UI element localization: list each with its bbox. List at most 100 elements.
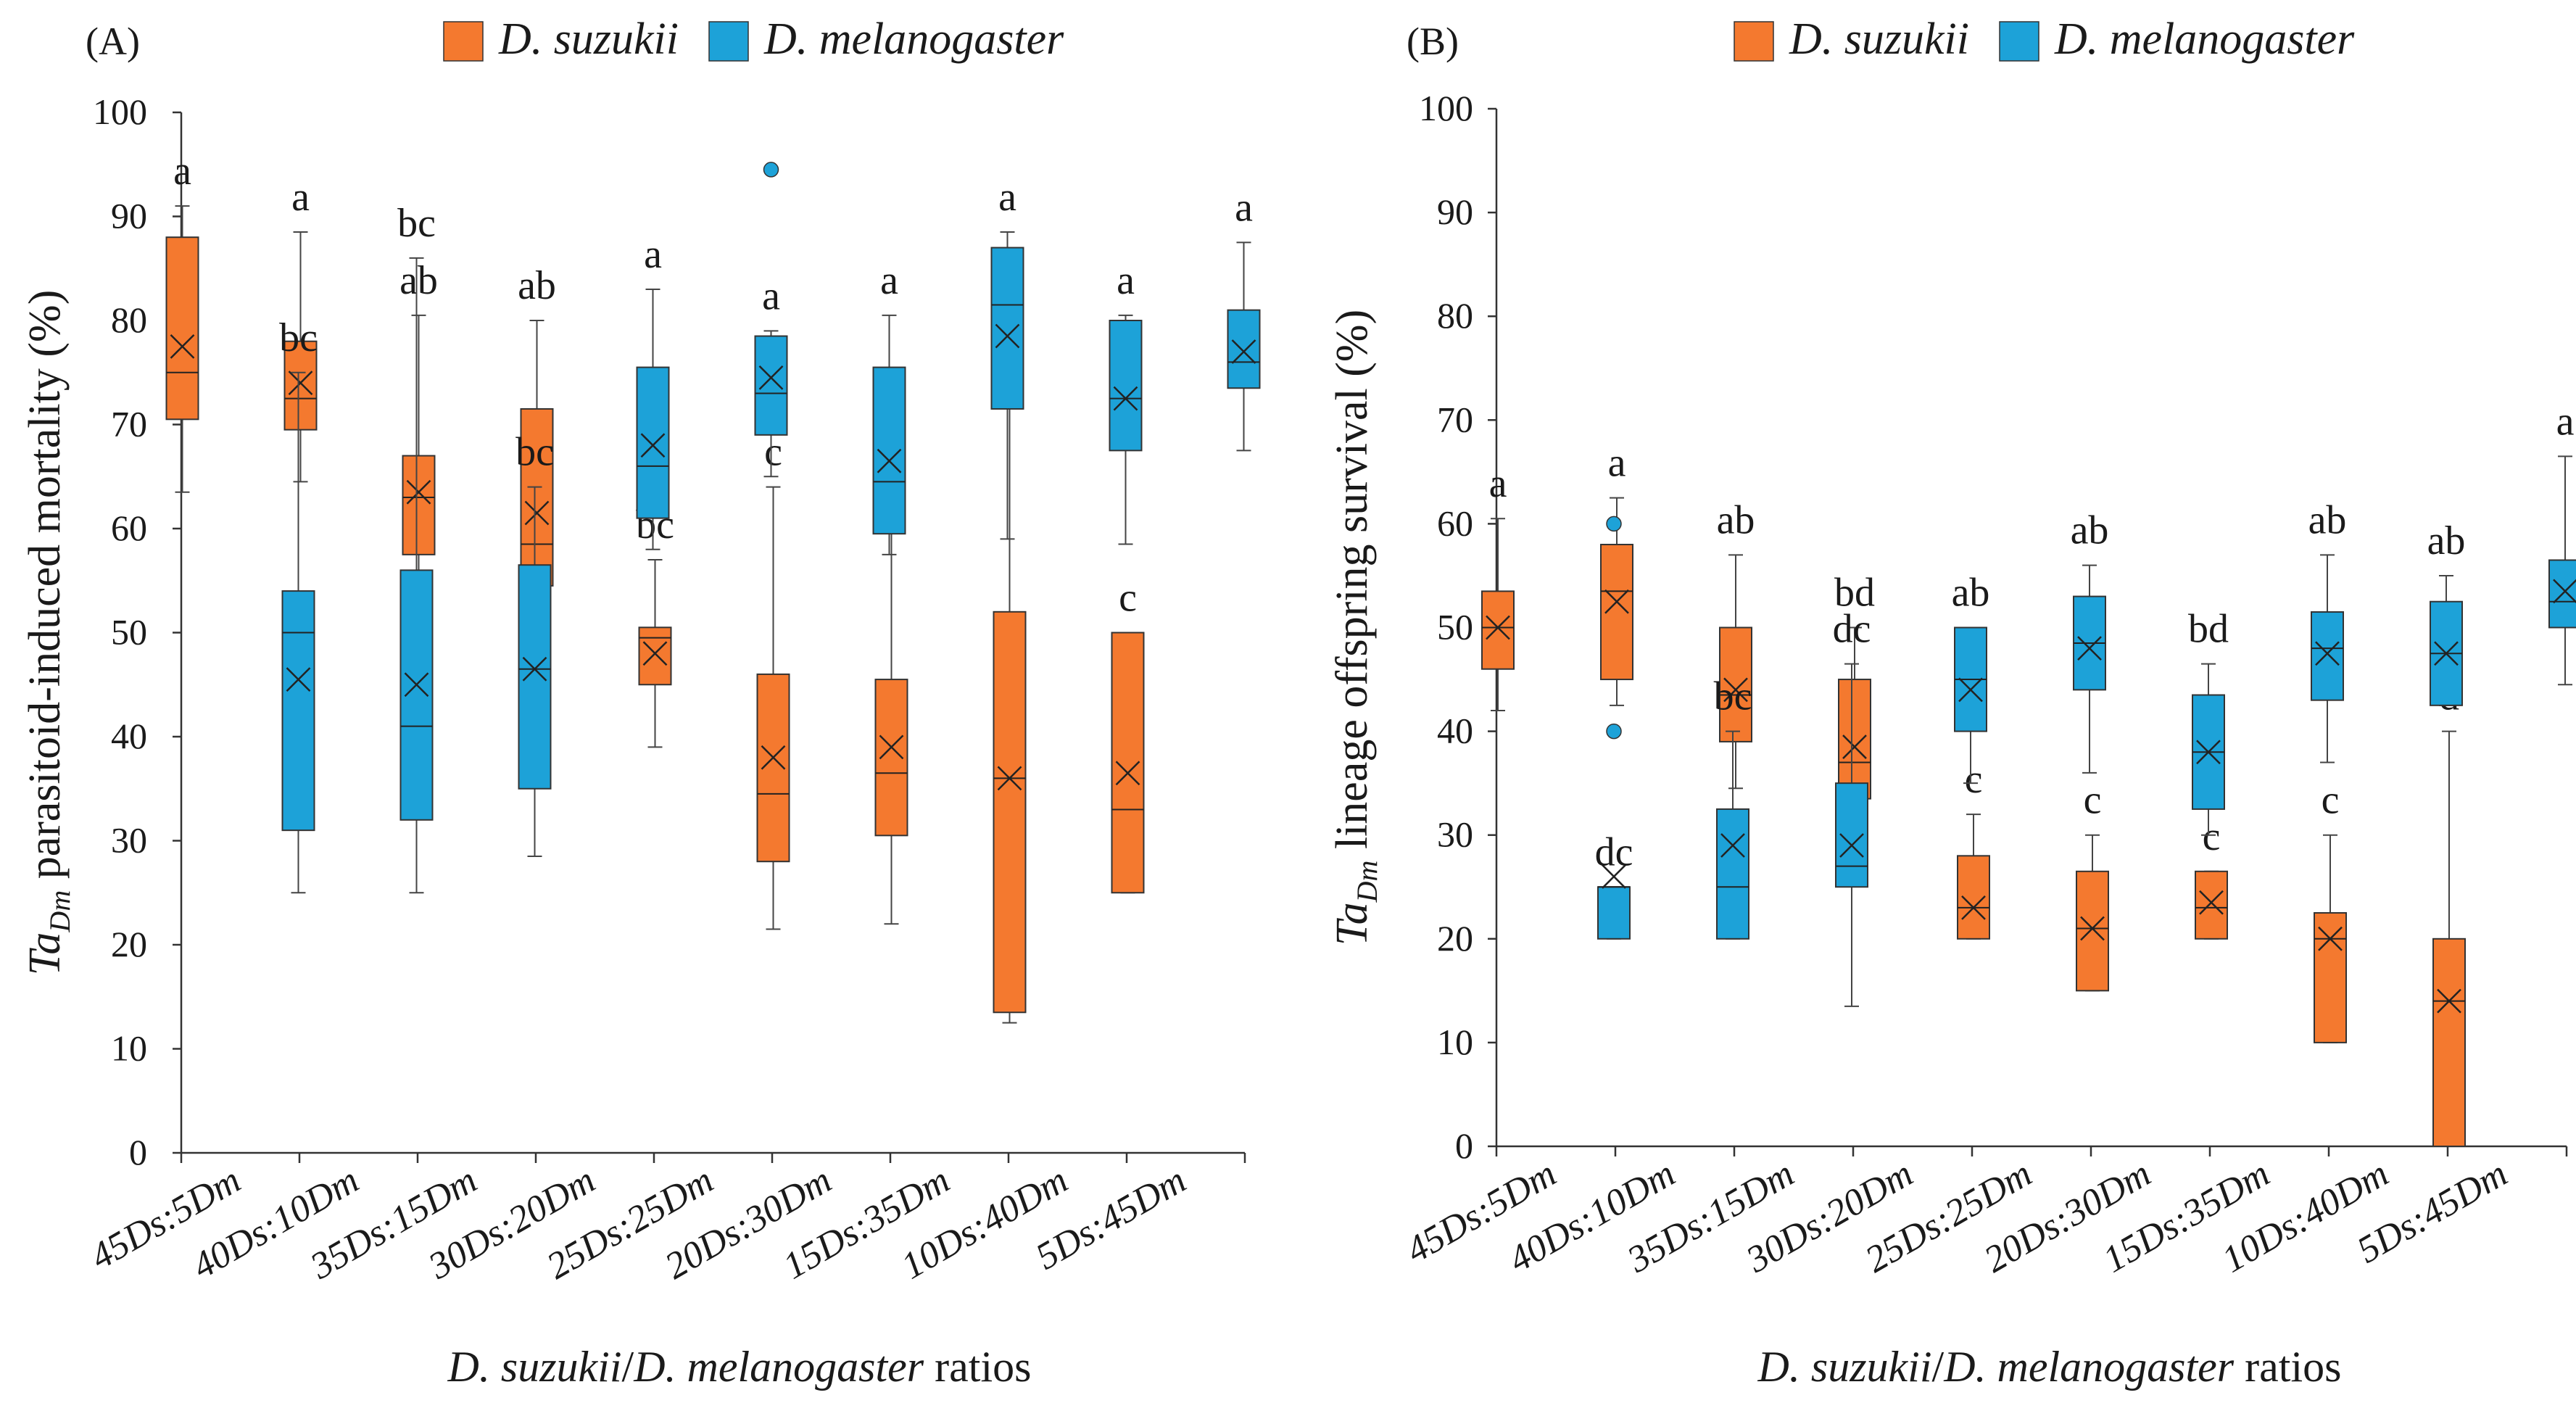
significance-letter: dc [1595,829,1633,874]
significance-letter: bd [1834,571,1875,616]
box-25Ds:25Dm: a [754,162,788,478]
mean-marker [1602,864,1626,889]
box-45Ds:5Dm: a [1481,461,1515,711]
mean-marker [758,365,784,390]
mean-marker [877,448,902,473]
box-20Ds:30Dm: bd [2188,607,2229,836]
box-iqr [402,455,436,555]
mean-marker [642,641,668,666]
box-20Ds:30Dm: c [2076,778,2109,992]
box-iqr [990,247,1024,410]
mean-marker [2318,926,2343,951]
series-d-melanogaster: dc bc dc ab ab bd ab ab a [1595,399,2576,1007]
significance-letter: bc [279,315,318,360]
box-5Ds:45Dm: c [1111,576,1145,894]
box-iqr [281,590,315,832]
mean-marker [1961,895,1986,920]
mean-marker [1958,677,1983,703]
box-iqr [2548,559,2576,629]
y-tick-label: 30 [111,820,147,861]
significance-letter: a [880,258,898,303]
box-40Ds:10Dm: bc [397,201,436,894]
box-35Ds:15Dm: dc [1833,607,1871,1007]
box-iqr [1719,626,1752,742]
significance-letter: a [291,175,310,220]
mean-marker [2553,579,2576,604]
y-axis-title: TaDm parasitoid-induced mortality (%) [20,290,76,976]
significance-letter: ab [1717,497,1755,542]
mean-marker [1486,615,1510,640]
box-45Ds:5Dm: bc [279,315,318,894]
box-iqr [283,340,318,431]
box-40Ds:10Dm: a [283,175,318,483]
significance-letter: a [998,175,1016,220]
legend-swatch [1734,21,1774,62]
y-tick-label: 100 [1419,88,1473,128]
box-iqr [638,626,672,686]
box-iqr [518,564,552,790]
box-25Ds:25Dm: bc [636,502,674,748]
significance-letter: bc [515,430,554,475]
chart-panel-a: (A) D. suzukii D. melanogaster010203040506… [20,15,1261,1391]
legend-label: D. suzukii [1789,15,1969,64]
y-tick-label: 10 [111,1028,147,1069]
x-axis-title-separator: / [1932,1343,1945,1391]
mean-marker [1720,833,1745,858]
x-axis-title-species1: D. suzukii [1757,1343,1932,1391]
legend-swatch [1999,21,2039,62]
box-10Ds:40Dm: a [1109,258,1143,545]
mean-marker [524,500,550,526]
mean-marker [170,334,195,359]
box-iqr [993,611,1027,1014]
box-iqr [754,335,788,436]
box-10Ds:40Dm: c [2314,778,2347,1043]
y-tick-label: 70 [111,404,147,444]
box-15Ds:35Dm: a [990,175,1024,540]
x-axis-title: D. suzukii/D. melanogaster ratios [447,1343,1032,1391]
mean-marker [1115,761,1140,786]
y-tick-label: 90 [1437,191,1473,232]
y-tick-label: 70 [1437,399,1473,439]
mean-marker [761,745,786,770]
box-5Ds:45Dm: a [2548,399,2576,686]
box-iqr [1838,679,1871,800]
significance-letter: a [173,149,191,194]
y-tick-label: 50 [111,612,147,653]
box-35Ds:15Dm: ab [1717,497,1755,790]
series-d-melanogaster: bc bc bc a a a a a a [279,162,1261,894]
x-axis-title-species1: D. suzukii [447,1343,622,1391]
box-iqr [520,407,554,587]
box-iqr [2432,938,2466,1148]
mean-marker [2315,641,2340,666]
box-iqr [2314,912,2347,1043]
y-tick-label: 40 [111,716,147,756]
y-axis-title: TaDm lineage offspring survival (%) [1328,310,1383,945]
significance-letter: ab [518,263,556,308]
y-tick-label: 80 [111,299,147,340]
x-axis-title-species2: D. melanogaster [1943,1343,2235,1391]
x-axis-title-separator: / [622,1343,634,1391]
chart-panel-b: (B) D. suzukii D. melanogaster010203040506… [1328,15,2576,1391]
y-axis-title-sub: Dm [1351,861,1383,903]
significance-letter: a [1235,185,1253,230]
significance-letter: a [762,273,780,318]
significance-letter: c [2322,778,2340,823]
mean-marker [1231,339,1256,364]
mean-marker [522,656,547,682]
box-10Ds:40Dm: c [993,315,1027,1024]
box-25Ds:25Dm: ab [2071,508,2108,774]
significance-letter: bc [397,201,436,246]
mean-marker [2199,890,2224,915]
box-15Ds:35Dm: ab [2308,497,2346,763]
mean-marker [288,371,313,395]
significance-letter: a [1117,258,1135,303]
panel-label: (A) [86,20,140,63]
legend-label: D. melanogaster [763,15,1064,64]
mean-marker [286,667,311,692]
significance-letter: c [1965,757,1983,802]
legend-label: D. melanogaster [2054,15,2355,64]
mean-marker [2077,636,2102,661]
panel-label: (B) [1407,20,1459,63]
box-30Ds:20Dm: bd [1834,571,1875,872]
box-iqr [2311,611,2344,701]
